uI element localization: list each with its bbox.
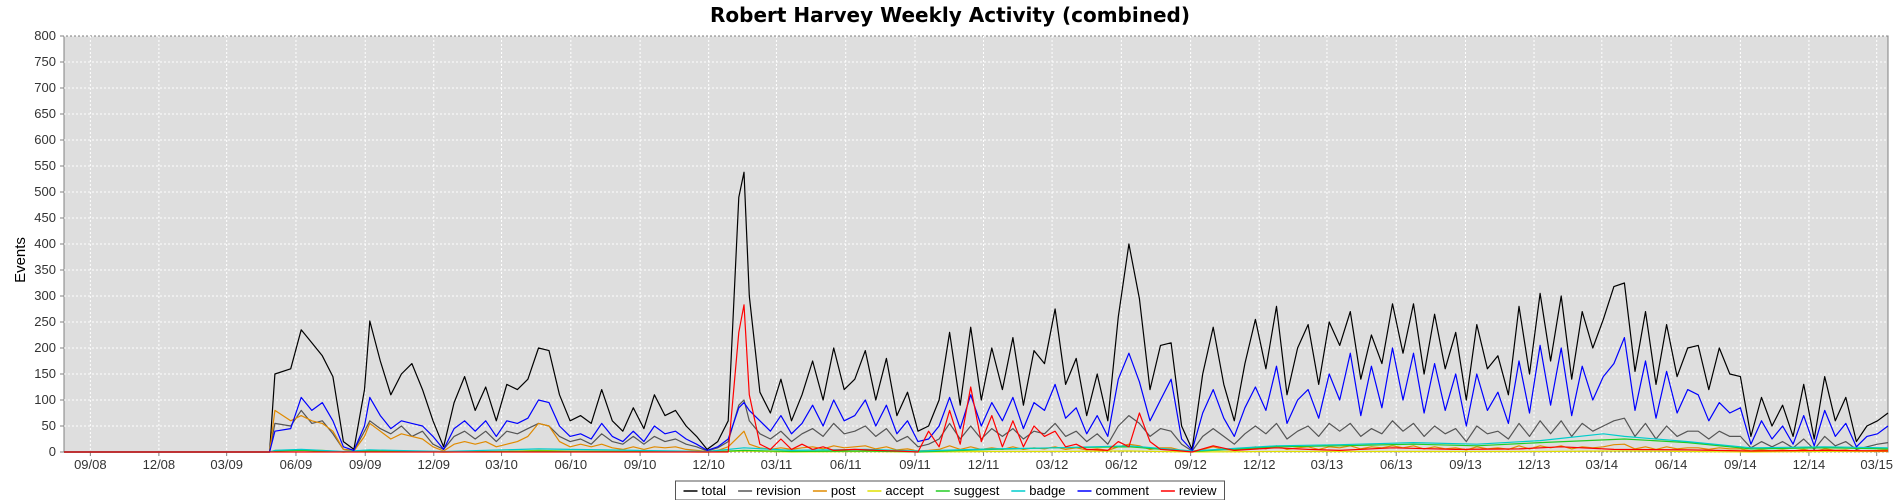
x-tick-label: 09/09	[349, 457, 382, 472]
y-tick-label: 400	[34, 236, 56, 251]
chart-title: Robert Harvey Weekly Activity (combined)	[710, 3, 1190, 27]
x-tick-label: 12/12	[1243, 457, 1276, 472]
y-tick-label: 250	[34, 314, 56, 329]
legend-label: post	[831, 483, 856, 498]
x-tick-label: 06/10	[555, 457, 588, 472]
y-tick-label: 550	[34, 158, 56, 173]
series-line-review	[64, 304, 1889, 453]
y-tick-label: 100	[34, 392, 56, 407]
y-axis-label: Events	[12, 237, 29, 283]
y-tick-label: 500	[34, 184, 56, 199]
y-tick-label: 50	[42, 418, 56, 433]
x-tick-label: 12/11	[968, 457, 1000, 472]
legend-label: comment	[1096, 483, 1150, 498]
y-tick-label: 800	[34, 28, 56, 43]
x-tick-label: 03/14	[1586, 457, 1619, 472]
x-tick-label: 09/08	[74, 457, 107, 472]
x-tick-label: 03/12	[1036, 457, 1069, 472]
legend-label: badge	[1029, 483, 1065, 498]
series-line-total	[64, 171, 1889, 453]
x-tick-label: 03/09	[210, 457, 243, 472]
y-tick-label: 350	[34, 262, 56, 277]
legend: total revision post accept suggest badge comme…	[675, 480, 1225, 500]
y-tick-label: 600	[34, 132, 56, 147]
series-line-badge	[64, 433, 1889, 453]
legend-item-review: review	[1160, 483, 1217, 498]
legend-item-post: post	[812, 483, 856, 498]
series-line-post	[64, 409, 1889, 453]
x-axis-ticks: 09/08 12/08 03/09 06/09 09/09 12/09 03/10 06/10…	[74, 452, 1893, 472]
legend-label: review	[1179, 483, 1217, 498]
x-tick-label: 03/13	[1311, 457, 1344, 472]
y-tick-label: 700	[34, 80, 56, 95]
x-tick-label: 03/11	[761, 457, 793, 472]
legend-box	[675, 480, 1225, 500]
series-line-revision	[64, 399, 1889, 453]
x-tick-label: 03/10	[485, 457, 518, 472]
y-tick-label: 750	[34, 54, 56, 69]
legend-label: total	[702, 483, 727, 498]
legend-item-accept: accept	[867, 483, 924, 498]
x-tick-label: 06/09	[280, 457, 313, 472]
legend-label: revision	[756, 483, 801, 498]
series-line-comment	[64, 337, 1889, 453]
x-tick-label: 09/10	[624, 457, 657, 472]
grid	[64, 35, 1888, 453]
legend-label: accept	[885, 483, 924, 498]
legend-item-badge: badge	[1011, 483, 1065, 498]
legend-item-total: total	[683, 483, 727, 498]
y-tick-label: 450	[34, 210, 56, 225]
x-tick-label: 06/11	[830, 457, 862, 472]
y-tick-label: 200	[34, 340, 56, 355]
y-tick-label: 0	[49, 444, 56, 459]
x-tick-label: 03/15	[1860, 457, 1893, 472]
legend-label: suggest	[954, 483, 1000, 498]
y-tick-label: 650	[34, 106, 56, 121]
x-tick-label: 06/14	[1655, 457, 1688, 472]
x-tick-label: 09/13	[1449, 457, 1482, 472]
x-tick-label: 12/09	[417, 457, 450, 472]
y-tick-label: 300	[34, 288, 56, 303]
x-tick-label: 09/14	[1724, 457, 1757, 472]
y-tick-label: 150	[34, 366, 56, 381]
legend-item-suggest: suggest	[935, 483, 1000, 498]
x-tick-label: 12/14	[1793, 457, 1826, 472]
x-tick-label: 09/12	[1174, 457, 1207, 472]
x-tick-label: 09/11	[899, 457, 931, 472]
legend-item-revision: revision	[738, 483, 801, 498]
x-tick-label: 12/08	[143, 457, 176, 472]
x-tick-label: 06/12	[1105, 457, 1138, 472]
x-tick-label: 12/13	[1518, 457, 1551, 472]
x-tick-label: 12/10	[692, 457, 725, 472]
y-axis-ticks: 0 50 100 150 200 250 300 350 400 450 500 550 600 650 7…	[34, 28, 64, 459]
legend-item-comment: comment	[1077, 483, 1150, 498]
series-lines	[64, 171, 1889, 453]
x-tick-label: 06/13	[1380, 457, 1413, 472]
